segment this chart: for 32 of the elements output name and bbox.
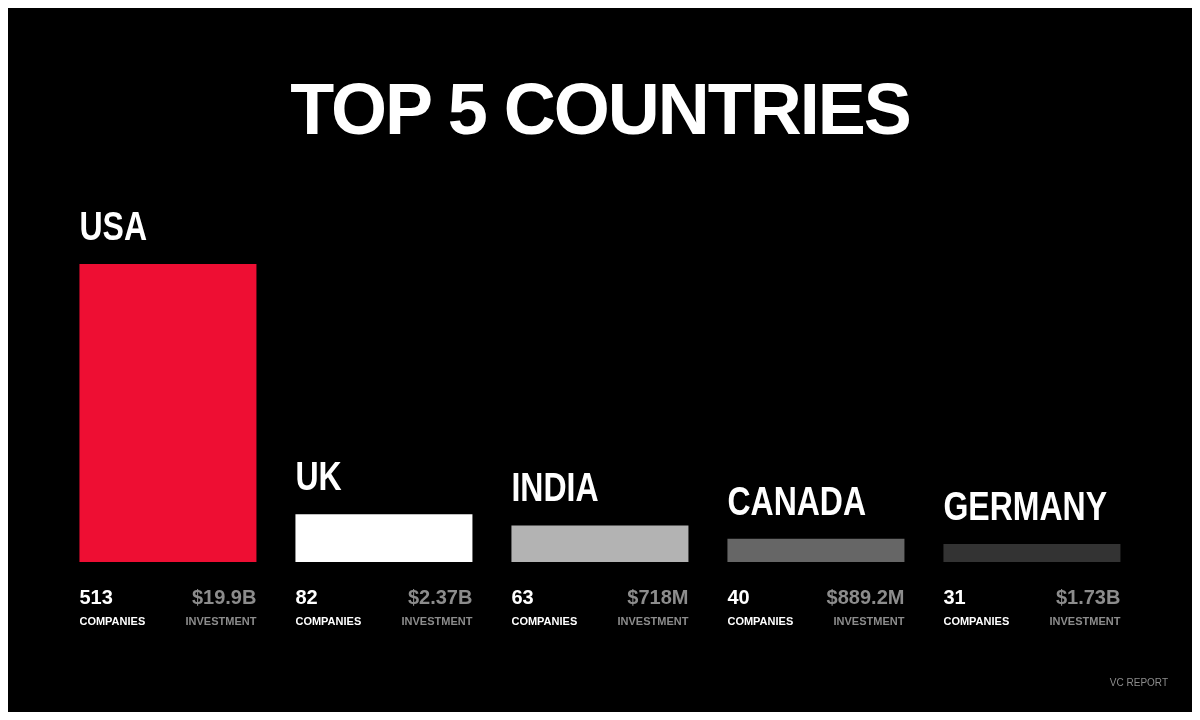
x-tick-label: INDIA — [511, 464, 599, 511]
text: $889.2M — [826, 586, 905, 608]
text: COMPANIES — [79, 615, 146, 627]
text: COMPANIES — [295, 615, 362, 627]
text: $718M — [627, 586, 689, 608]
text: INVESTMENT — [617, 615, 689, 627]
text: $2.37B — [407, 586, 473, 608]
data-label: 63 — [511, 586, 534, 608]
x-tick-label: GERMANY — [943, 483, 1107, 529]
text: $19.9B — [191, 586, 257, 608]
x-tick-label: CANADA — [727, 478, 867, 524]
bar — [295, 514, 473, 562]
data-label: 513 — [79, 586, 113, 608]
text: INVESTMENT — [1049, 615, 1121, 627]
text: INVESTMENT — [185, 615, 257, 627]
x-tick-label: UK — [295, 453, 342, 500]
bar — [943, 543, 1121, 562]
text: COMPANIES — [727, 615, 794, 627]
data-label: 31 — [943, 586, 966, 608]
x-tick-label: USA — [79, 203, 148, 249]
bar — [511, 525, 689, 562]
bar — [727, 538, 905, 562]
text: $1.73B — [1055, 586, 1121, 608]
data-label: 82 — [295, 586, 318, 608]
chart-title: TOP 5 COUNTRIES — [289, 68, 911, 150]
bar — [79, 264, 257, 562]
text: COMPANIES — [511, 615, 578, 627]
text: COMPANIES — [943, 615, 1010, 627]
text: INVESTMENT — [833, 615, 905, 627]
text: INVESTMENT — [401, 615, 473, 627]
text: VC REPORT — [1109, 677, 1168, 688]
data-label: 40 — [727, 586, 750, 608]
